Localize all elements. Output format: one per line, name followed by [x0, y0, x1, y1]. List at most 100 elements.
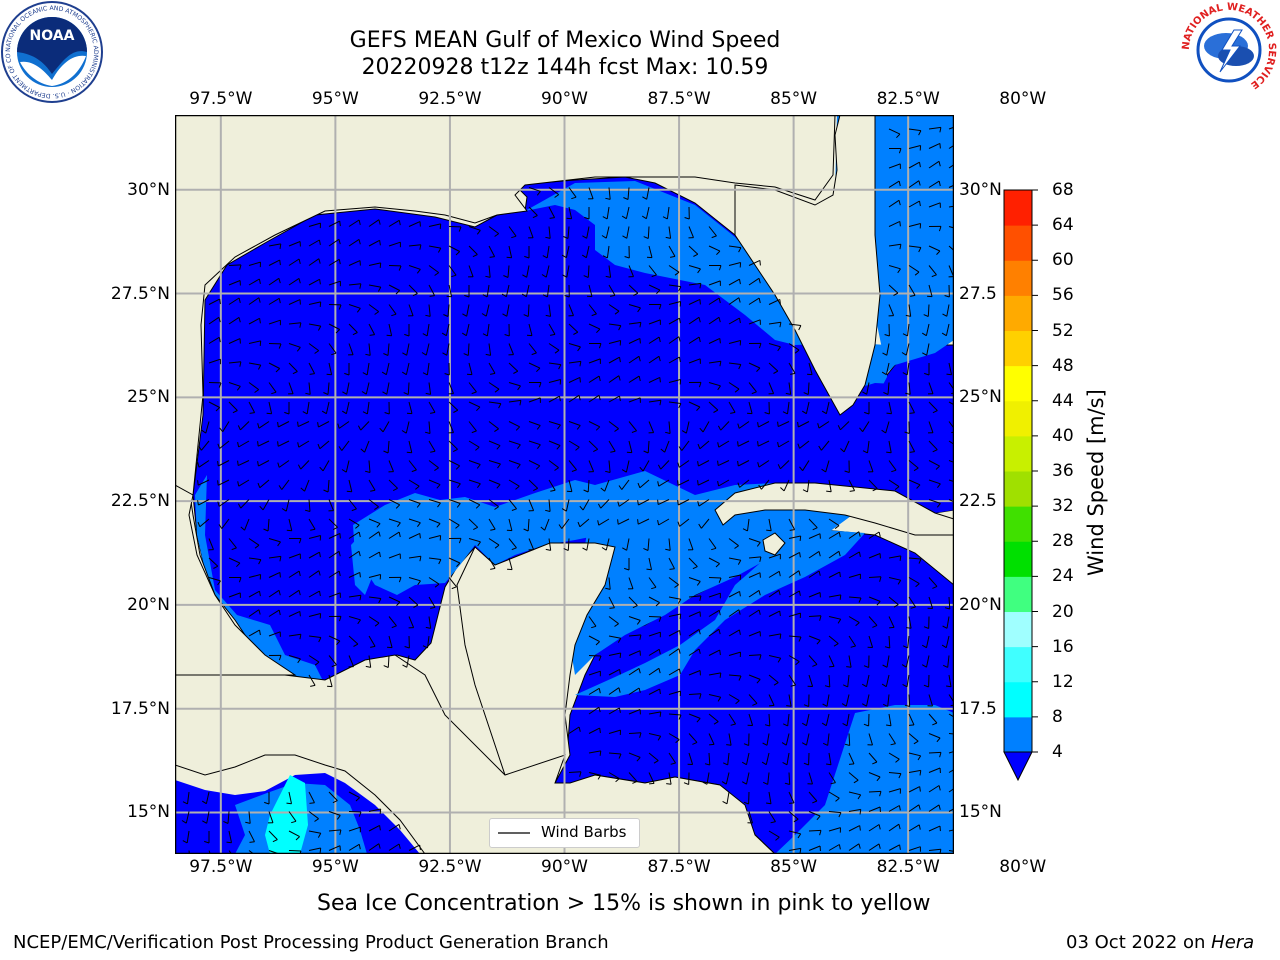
wind-barb-flag	[881, 429, 886, 434]
wind-barb	[288, 241, 301, 247]
wind-barb	[668, 317, 680, 325]
wind-barb-flag	[378, 531, 381, 537]
wind-barb-flag	[598, 375, 601, 382]
wind-barb	[827, 733, 830, 746]
wind-barb	[888, 243, 901, 247]
wind-barb-flag	[906, 627, 912, 629]
colorbar-tick-label: 64	[1052, 215, 1074, 236]
wind-barb-flag	[364, 470, 371, 473]
wind-barb	[908, 479, 921, 486]
wind-barb	[368, 531, 380, 539]
wind-barb	[668, 336, 680, 344]
wind-barb	[407, 382, 410, 395]
wind-barb	[648, 336, 660, 344]
wind-barb	[446, 343, 450, 356]
wind-barb	[785, 733, 790, 746]
wind-barb-flag	[839, 594, 842, 600]
wind-barb-flag	[579, 771, 582, 777]
wind-barb-flag	[619, 396, 621, 402]
wind-barb	[508, 343, 514, 355]
wind-barb-flag	[718, 629, 721, 635]
wind-barb-flag	[331, 352, 337, 356]
colorbar-segment	[1004, 365, 1032, 402]
wind-barb	[228, 557, 241, 564]
wind-barb-flag	[562, 274, 568, 278]
wind-barb-flag	[310, 684, 316, 687]
wind-barb	[908, 733, 919, 742]
wind-barb-flag	[442, 352, 448, 356]
wind-barb-flag	[734, 388, 740, 393]
wind-barb	[387, 655, 390, 668]
wind-barb-flag	[902, 372, 908, 376]
wind-barb	[388, 323, 393, 336]
wind-barb-flag	[878, 843, 881, 849]
wind-barb-flag	[790, 684, 796, 687]
wind-barb-flag	[639, 634, 642, 640]
wind-barb	[387, 440, 390, 454]
wind-barb-flag	[353, 643, 359, 647]
wind-barb-flag	[919, 162, 921, 168]
wind-barb-flag	[441, 332, 447, 337]
wind-barb-flag	[336, 815, 341, 820]
wind-barb-flag	[759, 260, 761, 266]
wind-barb-flag	[391, 313, 397, 317]
wind-barb	[360, 421, 370, 431]
gulf-wind-8-12-mexico	[351, 530, 375, 595]
wind-barb	[588, 616, 597, 627]
wind-barb	[888, 220, 901, 227]
wind-barb-flag	[936, 503, 941, 508]
wind-barb-flag	[338, 551, 341, 557]
wind-barb-flag	[841, 703, 847, 707]
wind-barb	[198, 499, 210, 506]
lon-tick-bottom: 92.5°W	[418, 857, 482, 877]
wind-barb-flag	[238, 317, 241, 323]
wind-barb	[486, 284, 490, 297]
wind-barb-flag	[398, 220, 401, 226]
wind-barb	[526, 265, 530, 278]
wind-barb	[848, 655, 852, 668]
wind-barb-flag	[430, 411, 436, 414]
lat-tick-right: 27.5	[959, 283, 997, 304]
wind-barb-flag	[721, 781, 727, 785]
wind-barb	[447, 304, 450, 317]
wind-barb	[748, 589, 760, 598]
wind-barb	[528, 479, 539, 489]
wind-barb	[628, 687, 640, 695]
wind-barb	[642, 460, 650, 472]
wind-barb	[548, 395, 560, 403]
wind-barb-flag	[554, 194, 559, 198]
wind-barb	[208, 401, 220, 408]
wind-barb	[948, 421, 954, 430]
wind-barb-flag	[365, 665, 371, 668]
wind-barb	[508, 518, 513, 531]
wind-barb-flag	[236, 385, 241, 391]
wind-barb-flag	[773, 370, 779, 374]
wind-barb-flag	[665, 431, 671, 434]
wind-barb	[268, 631, 281, 637]
wind-barb	[508, 538, 517, 549]
wind-barb	[368, 808, 381, 812]
wind-barb-flag	[404, 646, 410, 649]
wind-barb-flag	[864, 411, 870, 415]
wind-barb	[648, 733, 661, 737]
wind-barb-flag	[476, 464, 481, 469]
wind-barb	[244, 518, 250, 531]
wind-barb-flag	[822, 742, 828, 746]
wind-barb-flag	[679, 613, 682, 619]
wind-barb-flag	[305, 392, 311, 395]
wind-barb	[608, 596, 615, 608]
wind-barb	[648, 711, 661, 715]
colorbar-tick-label: 28	[1052, 531, 1074, 552]
wind-barb	[788, 811, 799, 820]
wind-barb	[728, 401, 736, 413]
wind-barb	[828, 827, 841, 832]
wind-barb	[606, 245, 610, 258]
wind-barb	[728, 609, 740, 617]
wind-barb	[308, 613, 321, 617]
wind-barb-flag	[775, 836, 780, 841]
wind-barb-flag	[403, 392, 409, 395]
wind-barb-flag	[382, 391, 388, 395]
wind-barb-flag	[699, 299, 701, 305]
lat-tick-left: 17.5°N	[110, 698, 170, 719]
colorbar-segment	[1004, 295, 1032, 332]
